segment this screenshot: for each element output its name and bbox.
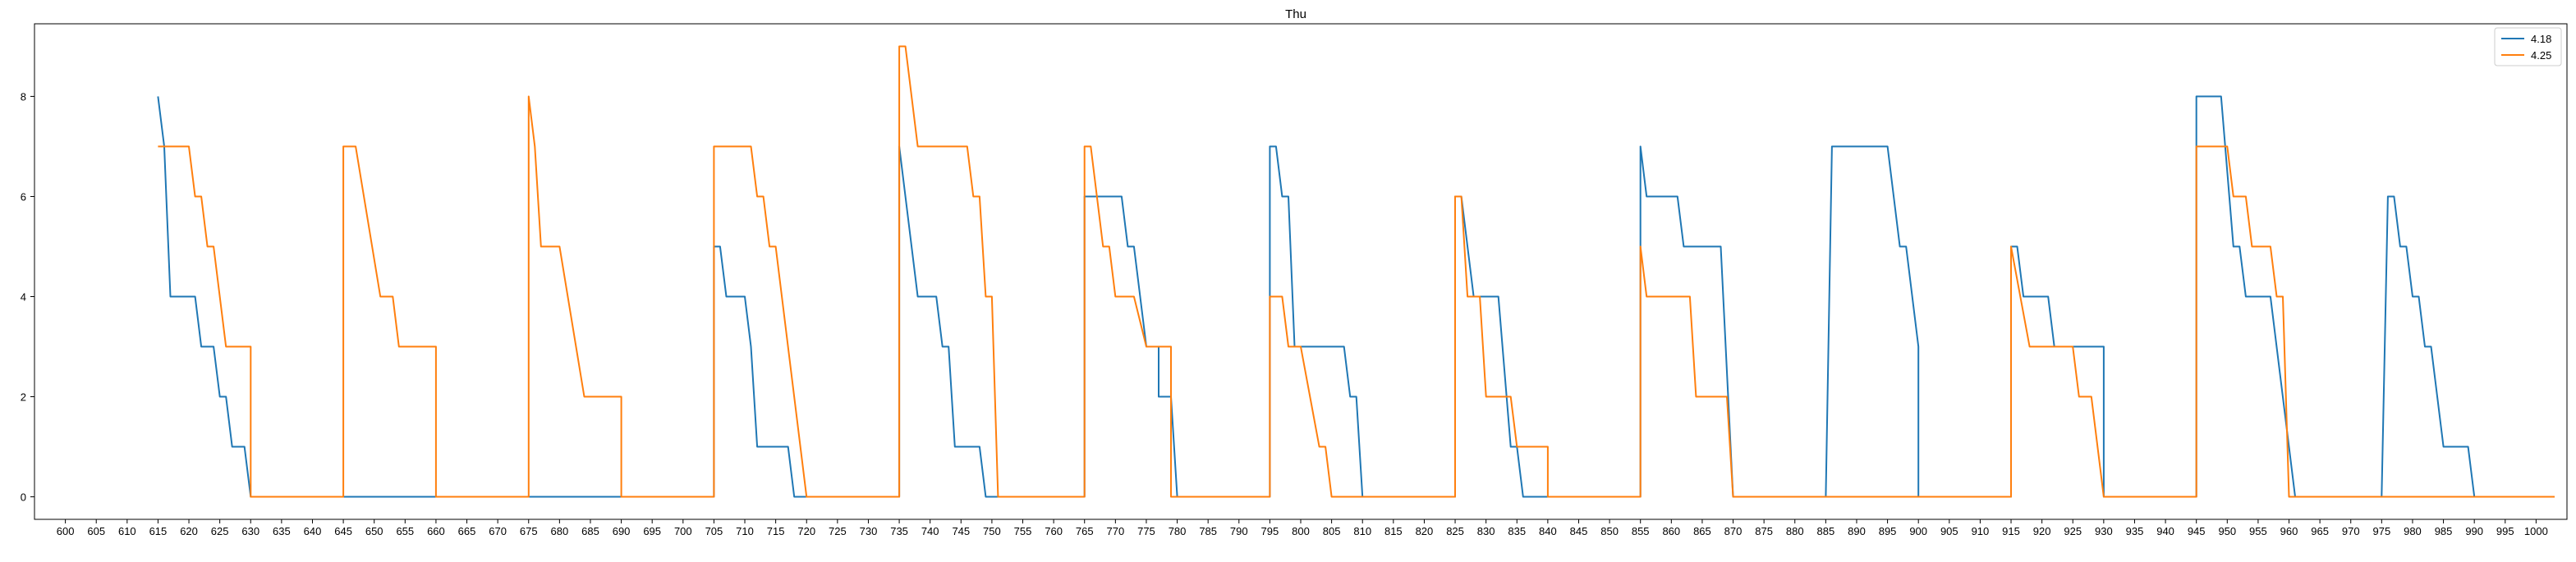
x-tick-label: 945 <box>2188 525 2206 537</box>
x-tick-label: 820 <box>1416 525 1434 537</box>
x-tick-label: 730 <box>860 525 878 537</box>
legend-box <box>2494 27 2562 66</box>
x-tick-label: 850 <box>1600 525 1619 537</box>
x-tick-label: 885 <box>1817 525 1835 537</box>
x-tick-label: 900 <box>1909 525 1927 537</box>
y-tick-label: 6 <box>21 190 26 203</box>
x-tick-label: 825 <box>1446 525 1464 537</box>
x-tick-label: 800 <box>1292 525 1310 537</box>
x-tick-label: 995 <box>2496 525 2514 537</box>
x-tick-label: 870 <box>1724 525 1743 537</box>
x-tick-label: 830 <box>1477 525 1495 537</box>
x-tick-label: 645 <box>334 525 352 537</box>
x-tick-label: 985 <box>2435 525 2453 537</box>
x-tick-label: 640 <box>304 525 322 537</box>
x-tick-label: 815 <box>1384 525 1403 537</box>
x-tick-label: 740 <box>921 525 939 537</box>
x-tick-label: 990 <box>2465 525 2483 537</box>
legend-label: 4.18 <box>2531 33 2551 45</box>
x-tick-label: 720 <box>797 525 815 537</box>
y-tick-label: 8 <box>21 90 26 103</box>
x-tick-label: 685 <box>581 525 599 537</box>
x-tick-label: 915 <box>2002 525 2020 537</box>
legend: 4.18 4.25 <box>2494 27 2562 66</box>
x-tick-label: 910 <box>1972 525 1990 537</box>
x-tick-label: 955 <box>2249 525 2267 537</box>
x-tick-label: 920 <box>2033 525 2051 537</box>
x-tick-label: 840 <box>1539 525 1557 537</box>
x-tick-label: 735 <box>890 525 908 537</box>
x-tick-label: 705 <box>705 525 723 537</box>
x-tick-label: 970 <box>2342 525 2360 537</box>
x-tick-label: 695 <box>643 525 661 537</box>
x-tick-label: 845 <box>1570 525 1588 537</box>
x-tick-label: 670 <box>489 525 507 537</box>
x-tick-label: 935 <box>2126 525 2144 537</box>
x-tick-label: 940 <box>2156 525 2174 537</box>
axis-ticks: 600 605 610 615 620 625 630 635 640 645 650 655 660 6… <box>21 90 2548 537</box>
x-tick-label: 615 <box>149 525 168 537</box>
y-tick-label: 4 <box>21 291 26 304</box>
x-tick-label: 765 <box>1076 525 1094 537</box>
x-tick-label: 780 <box>1169 525 1187 537</box>
x-tick-label: 635 <box>273 525 291 537</box>
x-tick-label: 710 <box>736 525 754 537</box>
x-tick-label: 610 <box>118 525 136 537</box>
x-tick-label: 760 <box>1045 525 1063 537</box>
x-tick-label: 680 <box>551 525 569 537</box>
x-tick-label: 690 <box>613 525 631 537</box>
x-tick-label: 715 <box>767 525 785 537</box>
x-tick-label: 625 <box>211 525 229 537</box>
x-tick-label: 835 <box>1508 525 1526 537</box>
x-tick-label: 895 <box>1879 525 1897 537</box>
x-tick-label: 965 <box>2311 525 2329 537</box>
x-tick-label: 620 <box>180 525 198 537</box>
x-tick-label: 860 <box>1662 525 1680 537</box>
legend-label: 4.25 <box>2531 49 2551 62</box>
x-tick-label: 755 <box>1014 525 1032 537</box>
x-tick-label: 600 <box>57 525 75 537</box>
x-tick-label: 725 <box>829 525 847 537</box>
x-tick-label: 810 <box>1353 525 1371 537</box>
x-tick-label: 790 <box>1230 525 1248 537</box>
chart-title: Thu <box>1285 7 1306 21</box>
plot-area-frame <box>34 23 2568 520</box>
x-tick-label: 855 <box>1632 525 1650 537</box>
x-tick-label: 650 <box>365 525 383 537</box>
x-tick-label: 785 <box>1199 525 1217 537</box>
y-tick-label: 0 <box>21 491 26 504</box>
x-tick-label: 905 <box>1940 525 1958 537</box>
x-tick-label: 960 <box>2280 525 2298 537</box>
x-tick-label: 770 <box>1106 525 1124 537</box>
series-line-2 <box>158 45 2555 498</box>
x-tick-label: 655 <box>396 525 414 537</box>
x-tick-label: 665 <box>458 525 476 537</box>
x-tick-label: 880 <box>1786 525 1804 537</box>
x-tick-label: 775 <box>1137 525 1155 537</box>
x-tick-label: 1000 <box>2524 525 2548 537</box>
x-tick-label: 865 <box>1693 525 1711 537</box>
x-tick-label: 750 <box>983 525 1001 537</box>
x-tick-label: 805 <box>1323 525 1341 537</box>
x-tick-label: 980 <box>2404 525 2422 537</box>
x-tick-label: 925 <box>2064 525 2082 537</box>
x-tick-label: 675 <box>520 525 538 537</box>
x-tick-label: 630 <box>241 525 259 537</box>
y-tick-label: 2 <box>21 391 26 404</box>
x-tick-label: 795 <box>1261 525 1279 537</box>
x-tick-label: 890 <box>1848 525 1866 537</box>
x-tick-label: 975 <box>2372 525 2390 537</box>
x-tick-label: 950 <box>2218 525 2236 537</box>
x-tick-label: 930 <box>2095 525 2113 537</box>
x-tick-label: 605 <box>87 525 105 537</box>
series-lines <box>157 45 2555 498</box>
x-tick-label: 660 <box>427 525 445 537</box>
x-tick-label: 875 <box>1755 525 1773 537</box>
series-line-1 <box>157 95 2555 498</box>
x-tick-label: 700 <box>674 525 692 537</box>
x-tick-label: 745 <box>952 525 970 537</box>
